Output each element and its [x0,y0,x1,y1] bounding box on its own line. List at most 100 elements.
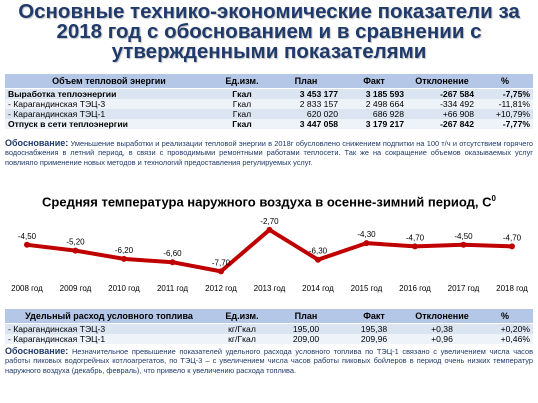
header-fact: Факт [341,309,407,324]
table-header-row: Объем тепловой энергии Ед.изм. План Факт… [5,74,533,89]
chart-title-superscript: 0 [491,194,496,203]
row-unit: кг/Гкал [213,323,271,334]
row-name: - Карагандинская ТЭЦ-1 [5,334,213,344]
header-plan: План [271,309,341,324]
row-unit: Гкал [213,119,271,129]
data-label: -4,50 [18,232,37,241]
x-tick-label: 2017 год [448,284,480,293]
table-row: - Карагандинская ТЭЦ-1 кг/Гкал 209,00 20… [5,334,533,344]
data-label: -4,70 [503,233,522,242]
x-tick-label: 2018 год [496,284,528,293]
x-tick-label: 2013 год [254,284,286,293]
note-text: Незначительное превышение показателей уд… [5,347,533,375]
justification-note-1: Обоснование: Уменьшение выработки и реал… [5,138,533,167]
row-fact: 195,38 [341,323,407,334]
row-name: - Карагандинская ТЭЦ-3 [5,323,213,334]
data-point [460,241,467,248]
row-plan: 3 447 058 [271,119,341,129]
row-name: Выработка теплоэнергии [5,88,213,99]
x-tick-label: 2014 год [302,284,334,293]
data-point [218,268,224,275]
row-percent: +0,20% [477,323,533,334]
header-name: Объем тепловой энергии [5,74,213,89]
data-point [509,243,515,250]
temperature-line-chart: -4,50 2008 год -5,20 2009 год -6,20 2010 год -… [11,217,528,293]
data-point [24,241,30,248]
row-plan: 209,00 [271,334,341,344]
data-point [72,247,79,254]
table-header-row: Удельный расход условного топлива Ед.изм… [5,309,533,324]
title-line-2: 2018 год с обоснованием и в сравнении с [56,20,482,43]
row-percent: -7,77% [477,119,533,129]
header-percent: % [477,309,533,324]
row-deviation: -334 492 [407,99,477,109]
chart-title: Средняя температура наружного воздуха в … [0,194,538,209]
data-label: -6,20 [115,246,134,255]
data-label: -7,70 [212,258,231,267]
data-label: -4,30 [357,230,376,239]
note-label: Обоснование: [5,346,69,356]
note-text: Уменьшение выработки и реализации теплов… [5,139,533,167]
series-line [26,227,513,274]
row-percent: -11,81% [477,99,533,109]
header-deviation: Отклонение [407,309,477,324]
row-percent: -7,75% [477,88,533,99]
x-tick-label: 2015 год [351,284,383,293]
header-unit: Ед.изм. [213,74,271,89]
header-fact: Факт [341,74,407,89]
data-point [412,243,418,250]
row-name: - Карагандинская ТЭЦ-3 [5,99,213,109]
table-row: - Карагандинская ТЭЦ-1 Гкал 620 020 686 … [5,109,533,119]
data-label: -2,70 [260,217,279,226]
row-deviation: +0,96 [407,334,477,344]
row-plan: 195,00 [271,323,341,334]
x-tick-label: 2008 год [11,284,43,293]
title-line-1: Основные технико-экономические показател… [18,0,520,23]
x-tick-label: 2011 год [157,284,188,293]
header-percent: % [477,74,533,89]
row-unit: Гкал [213,109,271,119]
row-unit: кг/Гкал [213,334,271,344]
data-label: -6,30 [309,247,328,256]
data-label: -4,50 [454,232,473,241]
row-unit: Гкал [213,88,271,99]
fuel-consumption-table: Удельный расход условного топлива Ед.изм… [5,309,533,344]
row-fact: 3 179 217 [341,119,407,129]
x-tick-label: 2012 год [205,284,237,293]
row-deviation: -267 842 [407,119,477,129]
row-plan: 2 833 157 [271,99,341,109]
row-deviation: +0,38 [407,323,477,334]
row-plan: 620 020 [271,109,341,119]
row-percent: +0,46% [477,334,533,344]
heat-energy-table: Объем тепловой энергии Ед.изм. План Факт… [5,74,533,129]
justification-note-2: Обоснование: Незначительное превышение п… [5,346,533,375]
x-tick-label: 2010 год [108,284,140,293]
row-fact: 3 185 593 [341,88,407,99]
table-row: - Карагандинская ТЭЦ-3 Гкал 2 833 157 2 … [5,99,533,109]
row-unit: Гкал [213,99,271,109]
header-unit: Ед.изм. [213,309,271,324]
header-deviation: Отклонение [407,74,477,89]
data-label: -5,20 [66,238,85,247]
row-deviation: +66 908 [407,109,477,119]
row-percent: +10,79% [477,109,533,119]
table-row: Отпуск в сети теплоэнергии Гкал 3 447 05… [5,119,533,129]
data-point [121,255,127,262]
table-row: - Карагандинская ТЭЦ-3 кг/Гкал 195,00 19… [5,323,533,334]
note-label: Обоснование: [5,138,69,148]
title-line-3: утвержденными показателями [111,40,427,63]
data-point [363,240,370,247]
row-deviation: -267 584 [407,88,477,99]
chart-title-text: Средняя температура наружного воздуха в … [42,194,492,210]
row-fact: 209,96 [341,334,407,344]
row-fact: 686 928 [341,109,407,119]
data-point [266,226,273,233]
row-plan: 3 453 177 [271,88,341,99]
row-fact: 2 498 664 [341,99,407,109]
data-label: -6,60 [163,249,182,258]
data-point [315,256,321,263]
header-name: Удельный расход условного топлива [5,309,213,324]
header-plan: План [271,74,341,89]
row-name: Отпуск в сети теплоэнергии [5,119,213,129]
table-row: Выработка теплоэнергии Гкал 3 453 177 3 … [5,88,533,99]
